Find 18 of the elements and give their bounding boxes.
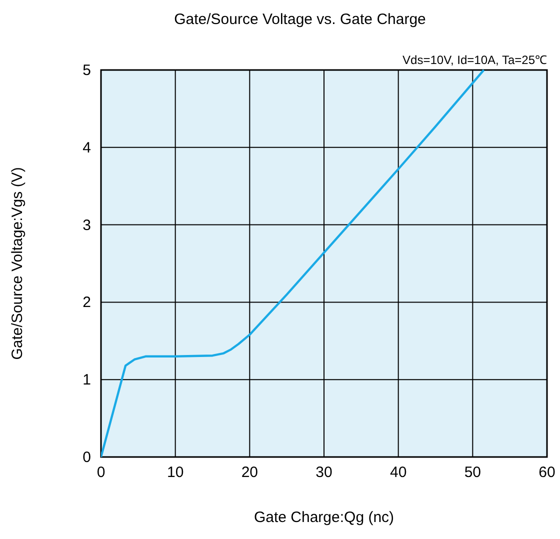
y-tick-label: 5 [82, 62, 91, 79]
line-series [101, 68, 485, 458]
y-tick-label: 2 [82, 294, 91, 312]
x-tick-label: 0 [96, 464, 106, 481]
x-tick-label: 10 [166, 464, 184, 481]
text: Vds=10V, Id=10A, Ta=25℃ [402, 53, 547, 67]
x-tick-label: 40 [390, 464, 407, 481]
y-tick-label: 1 [82, 372, 91, 389]
chart-title: Gate/Source Voltage vs. Gate Charge [174, 11, 426, 28]
x-tick-label: 50 [464, 464, 482, 481]
x-axis-title: Gate Charge:Qg (nc) [254, 509, 394, 526]
y-tick-label: 0 [82, 449, 91, 466]
y-tick-label: 4 [82, 139, 91, 156]
x-tick-label: 30 [316, 464, 332, 481]
x-tick-label: 20 [241, 464, 258, 481]
y-axis-title: Gate/Source Voltage:Vgs (V) [9, 167, 26, 360]
x-tick-label: 60 [538, 464, 556, 481]
y-tick-label: 3 [82, 216, 91, 234]
